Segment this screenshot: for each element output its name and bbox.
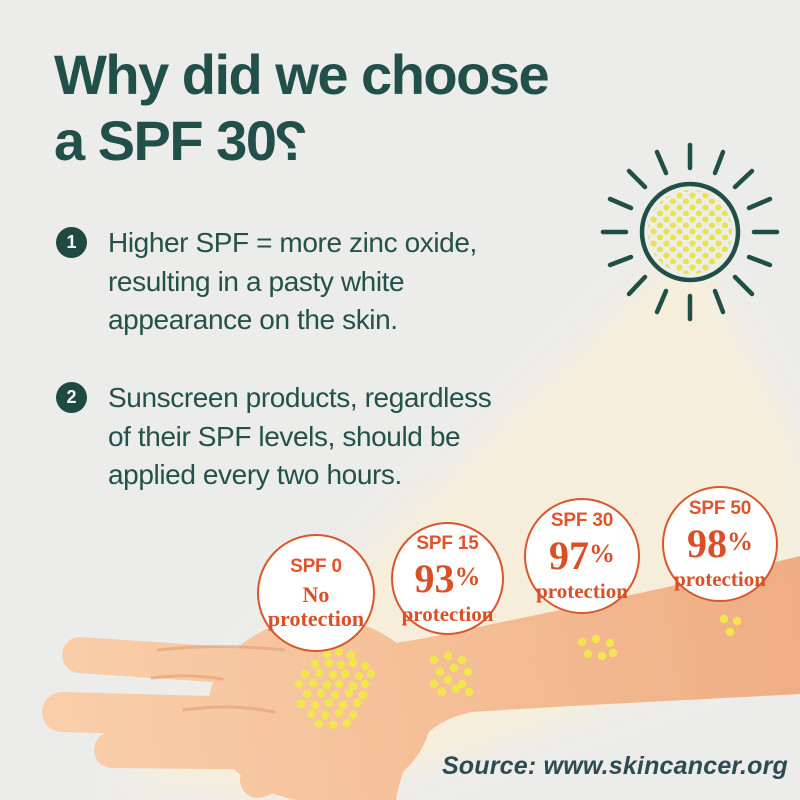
title-line-1: Why did we choose (54, 43, 550, 106)
skin-crease (182, 705, 276, 714)
sun-rays (600, 142, 780, 322)
spf-0-label: SPF 0 (290, 555, 342, 577)
spf-50-description: protection (674, 567, 766, 591)
source-attribution: Source: www.skincancer.org (441, 752, 788, 780)
point-2-text: Sunscreen products, regardless of their … (108, 379, 492, 495)
point-2-number-badge: 2 (56, 382, 87, 413)
spf-circle-15: SPF 15 93% protection (391, 522, 504, 635)
spf-circle-30: SPF 30 97% protection (524, 498, 640, 614)
spf-circle-0: SPF 0 No protection (257, 534, 375, 652)
page-title: Why did we choose a SPF 30? (54, 42, 550, 174)
spf-15-label: SPF 15 (416, 532, 479, 554)
forearm (296, 556, 800, 800)
spf-15-percent: 93% (414, 555, 481, 601)
arm-illustration (42, 556, 800, 800)
spf-50-percent: 98% (687, 521, 753, 566)
spf-50-label: SPF 50 (688, 498, 752, 519)
point-2-line: Sunscreen products, regardless (108, 382, 492, 413)
point-2-line: of their SPF levels, should be (108, 420, 461, 452)
skin-crease (150, 674, 224, 681)
sun-dots (648, 190, 732, 274)
sun-icon (600, 142, 780, 322)
point-2: 2 Sunscreen products, regardless of thei… (56, 379, 492, 495)
point-1-line: Higher SPF = more zinc oxide, (108, 227, 477, 258)
uv-dots (294, 614, 742, 730)
spf-30-description: protection (536, 579, 628, 603)
spf-30-label: SPF 30 (550, 510, 614, 531)
question-mark: ? (275, 109, 309, 172)
spf-30-percent: 97% (549, 533, 615, 578)
point-1-line: appearance on the skin. (108, 304, 398, 335)
title-line-2: a SPF 30? (54, 109, 309, 172)
skin-crease (156, 645, 286, 652)
point-2-line: applied every two hours. (108, 459, 402, 490)
spf-circle-50: SPF 50 98% protection (662, 486, 778, 602)
point-1-line: resulting in a pasty white (108, 265, 405, 297)
spf-0-description: No protection (267, 581, 365, 631)
point-1: 1 Higher SPF = more zinc oxide, resultin… (56, 224, 477, 340)
point-1-number-badge: 1 (56, 227, 87, 258)
spf-15-description: protection (401, 601, 494, 626)
point-1-text: Higher SPF = more zinc oxide, resulting … (108, 224, 477, 340)
